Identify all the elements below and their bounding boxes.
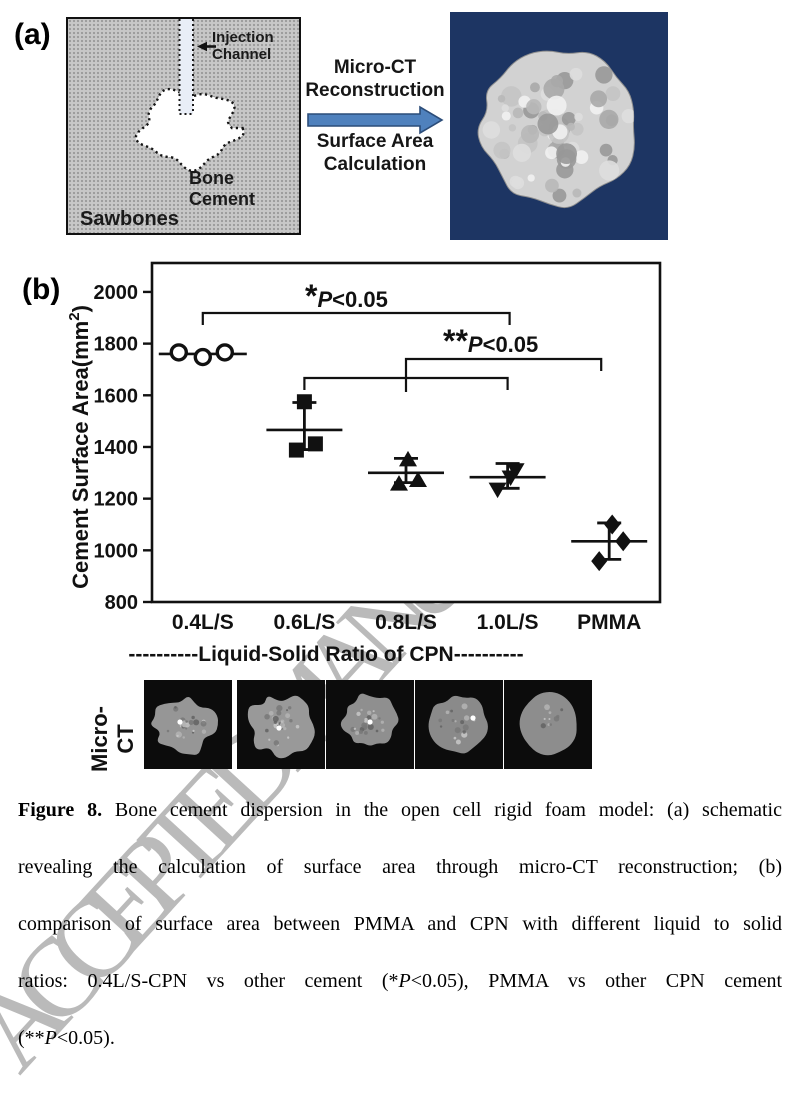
reconstruction-texture [482, 66, 635, 203]
panel-b-label: (b) [22, 273, 61, 306]
bright-spot [470, 715, 476, 721]
process-text-reconstruction: Reconstruction [305, 80, 445, 101]
y-tick-label: 1400 [94, 437, 139, 459]
data-point [215, 343, 235, 362]
caption-text: (** [18, 1027, 45, 1049]
y-tick-label: 1200 [94, 489, 139, 511]
panel-b-chart: (b) 2000 1800 1600 1400 1200 1000 800 Cement Su… [0, 255, 800, 670]
micro-ct-row-label: Micro-CT [87, 706, 138, 772]
series-0.4L/S [158, 343, 247, 367]
injection-label-line1: Injection [212, 29, 274, 46]
bright-spot [367, 719, 373, 725]
significance-label: *P<0.05 [305, 278, 388, 314]
panel-a-label: (a) [14, 18, 51, 51]
sawbones-schematic-drawing [134, 19, 246, 173]
series-1.0L/S [469, 462, 546, 499]
data-point [169, 343, 189, 362]
data-point [409, 471, 427, 488]
series-PMMA [571, 514, 648, 572]
bright-spot [177, 719, 183, 725]
y-axis-title: Cement Surface Area(mm2) [66, 305, 93, 589]
y-tick-label: 2000 [94, 282, 139, 304]
micro-ct-slice-0.6L/S [237, 680, 325, 769]
micro-ct-slice-PMMA [504, 680, 592, 769]
bright-spot [276, 725, 282, 731]
data-point [288, 442, 304, 458]
caption-line-2: revealing the calculation of surface are… [18, 854, 782, 880]
caption-text: comparison of surface area between PMMA … [18, 913, 782, 935]
data-point [501, 470, 520, 486]
x-tick-label: PMMA [577, 611, 641, 634]
ct-slice-image [151, 696, 219, 755]
caption-line-4: ratios: 0.4L/S-CPN vs other cement (*P<0… [18, 968, 782, 994]
micro-ct-reconstruction-image [450, 12, 668, 240]
significance-bracket-2 [404, 357, 603, 392]
micro-ct-slice-1.0L/S [415, 680, 503, 769]
caption-line-3: comparison of surface area between PMMA … [18, 911, 782, 937]
data-point [193, 347, 213, 367]
y-tick-label: 1800 [94, 334, 139, 356]
cement-cross-section [428, 695, 488, 754]
caption-text: Bone cement dispersion in the open cell … [102, 799, 782, 821]
caption-text: <0.05), PMMA vs other CPN cement [410, 970, 783, 992]
x-tick-label: 0.8L/S [375, 611, 437, 634]
injection-channel-label: Injection Channel [212, 29, 274, 63]
process-text-surface-area: Surface Area [316, 131, 434, 152]
series-0.6L/S [266, 394, 343, 458]
ct-slice-image [519, 691, 577, 756]
caption-text: Figure 8. [18, 799, 103, 821]
micro-ct-slice-0.8L/S [326, 680, 414, 769]
data-point [399, 450, 417, 467]
sawbones-model-box: Injection Channel Bone Cement Sawbones [66, 17, 301, 235]
y-tick-label: 1600 [94, 385, 139, 407]
data-point [604, 514, 621, 535]
reconstructed-cement-blob [450, 12, 668, 240]
data-point [296, 394, 312, 410]
process-arrow-icon [307, 105, 444, 135]
data-point [591, 551, 608, 572]
ct-slice-image [428, 695, 488, 754]
data-point [615, 531, 632, 552]
caption-text: P [398, 970, 411, 992]
process-text-micro-ct: Micro-CT [333, 57, 417, 78]
caption-text: P [44, 1027, 57, 1049]
bone-cement-label: Bone Cement [189, 168, 256, 209]
bone-cement-cloud [134, 87, 246, 173]
caption-text: revealing the calculation of surface are… [18, 856, 782, 878]
significance-label: **P<0.05 [443, 323, 538, 359]
significance-bracket-1 [201, 311, 511, 325]
sawbones-label: Sawbones [80, 208, 179, 230]
injection-channel [179, 19, 193, 114]
series-0.8L/S [368, 450, 444, 491]
caption-line-5: (**P<0.05). [18, 1025, 782, 1051]
y-tick-label: 800 [105, 592, 138, 614]
micro-ct-slice-0.4L/S [144, 680, 232, 769]
figure-caption: Figure 8. Bone cement dispersion in the … [18, 797, 782, 1082]
process-text-calculation: Calculation [323, 154, 427, 175]
y-tick-label: 1000 [94, 540, 139, 562]
ct-slice-image [340, 693, 399, 746]
scatter-chart: 2000 1800 1600 1400 1200 1000 800 Cement Surfac… [66, 261, 662, 666]
injection-label-line2: Channel [212, 46, 272, 63]
data-point [307, 436, 323, 452]
x-tick-label: 0.6L/S [273, 611, 335, 634]
caption-line-1: Figure 8. Bone cement dispersion in the … [18, 797, 782, 823]
ct-slice-image [247, 695, 315, 759]
data-point [390, 475, 408, 491]
x-tick-label: 0.4L/S [172, 611, 234, 634]
x-tick-label: 1.0L/S [477, 611, 539, 634]
caption-text: ratios: 0.4L/S-CPN vs other cement (* [18, 970, 399, 992]
plot-area [150, 261, 662, 604]
caption-text: <0.05). [56, 1027, 115, 1049]
x-axis-title: ----------Liquid-Solid Ratio of CPN-----… [128, 643, 523, 666]
data-point [488, 482, 507, 499]
